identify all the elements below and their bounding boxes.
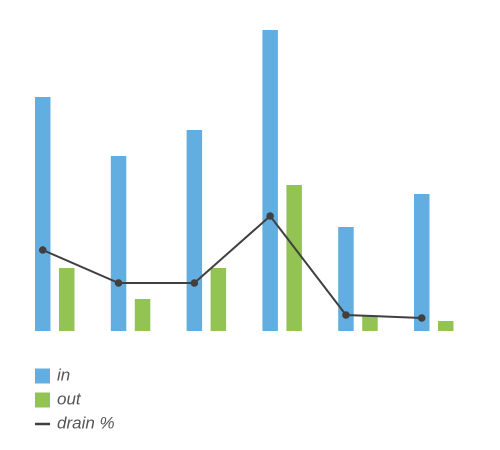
line-marker [190, 279, 199, 287]
bar [59, 268, 75, 331]
bar [35, 97, 51, 331]
legend-swatch [35, 368, 50, 384]
bar [186, 130, 203, 331]
bar [286, 185, 302, 331]
bar [362, 316, 378, 331]
bar [338, 227, 354, 331]
line [42, 214, 422, 319]
bar [110, 156, 127, 331]
legend-label: drain % [57, 413, 115, 432]
bar [414, 194, 430, 331]
line-marker [38, 246, 47, 254]
bar [210, 268, 227, 331]
bar [262, 30, 278, 331]
line-marker [114, 279, 123, 287]
bar [438, 321, 454, 331]
legend-swatch [35, 392, 50, 408]
bar [134, 299, 151, 331]
line-marker [417, 314, 426, 322]
legend-label: in [57, 365, 70, 384]
line-marker [266, 212, 274, 220]
line-marker [342, 311, 350, 319]
legend-label: out [57, 389, 82, 408]
